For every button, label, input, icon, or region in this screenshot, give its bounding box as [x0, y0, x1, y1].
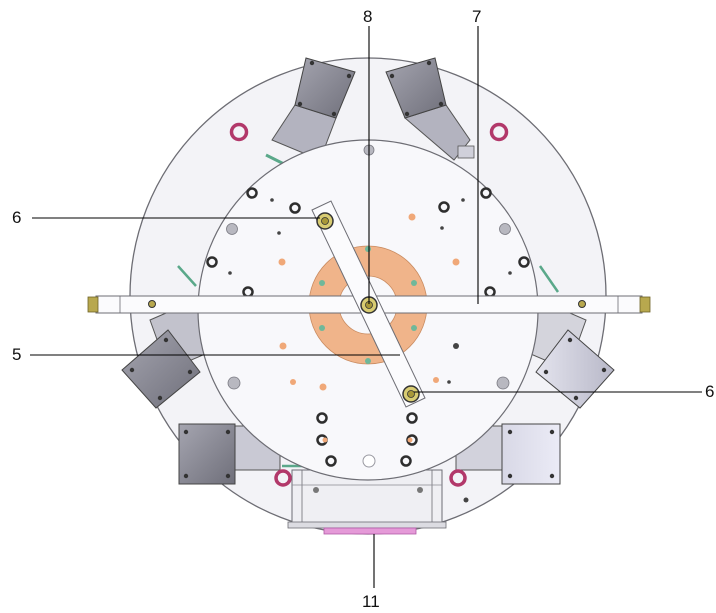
small-dark-dots [228, 198, 512, 503]
label-6-right: 6 [705, 382, 715, 401]
bottom-pink-plate [323, 527, 417, 535]
label-7: 7 [472, 7, 482, 26]
actuator-module-right [525, 265, 615, 409]
bolts [316, 212, 420, 403]
label-6-left: 6 [12, 208, 22, 227]
label-8: 8 [363, 7, 373, 26]
label-5: 5 [12, 345, 22, 364]
orange-holes [278, 213, 460, 443]
actuator-module-top-right [385, 57, 475, 161]
magenta-rings [229, 122, 509, 487]
leader-lines [30, 26, 702, 588]
center-bottom-hole [362, 454, 376, 468]
actuator-module-top-left [265, 57, 356, 167]
label-11: 11 [362, 592, 380, 611]
